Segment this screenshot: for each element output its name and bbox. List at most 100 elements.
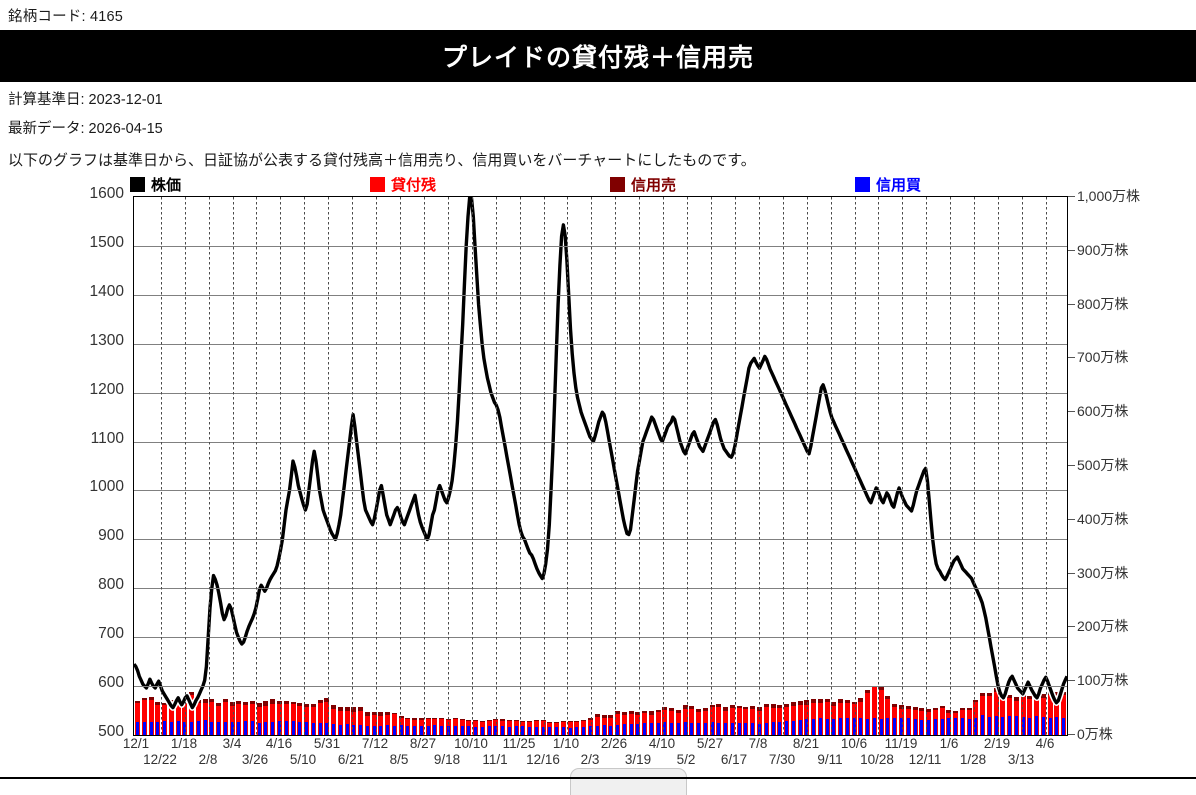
- y-tick-label-right: 600万株: [1077, 401, 1187, 421]
- y-tick-mark-right: [1068, 573, 1075, 574]
- bar-margin-buy: [677, 723, 680, 735]
- bar-margin-buy: [359, 725, 362, 735]
- chart-description: 以下のグラフは基準日から、日証協が公表する貸付残高＋信用売り、信用買いをバーチャ…: [0, 140, 1196, 174]
- bar-margin-sell: [203, 699, 208, 702]
- bar-margin-sell: [777, 705, 782, 708]
- bar-margin-buy: [204, 720, 207, 735]
- bar-margin-buy: [156, 722, 159, 735]
- bar-margin-buy: [1001, 717, 1004, 735]
- vertical-gridline: [185, 197, 186, 735]
- y-tick-mark-right: [1068, 626, 1075, 627]
- bar-margin-buy: [934, 719, 937, 735]
- x-tick-label: 5/10: [290, 752, 316, 767]
- bar-margin-buy: [927, 720, 930, 735]
- bar-margin-buy: [406, 726, 409, 735]
- horizontal-gridline: [134, 686, 1067, 687]
- bar-margin-buy: [386, 725, 389, 735]
- x-tick-label: 3/4: [223, 736, 242, 751]
- x-tick-label: 3/13: [1008, 752, 1034, 767]
- horizontal-gridline: [134, 588, 1067, 589]
- bar-margin-buy: [914, 719, 917, 735]
- vertical-gridline: [974, 197, 975, 735]
- bar-margin-buy: [704, 723, 707, 735]
- vertical-gridline: [783, 197, 784, 735]
- bar-margin-buy: [488, 726, 491, 735]
- bar-margin-buy: [312, 723, 315, 735]
- bar-margin-buy: [907, 718, 910, 735]
- bar-margin-buy: [744, 723, 747, 735]
- y-tick-label-right: 200万株: [1077, 616, 1187, 636]
- bar-margin-sell: [460, 719, 465, 720]
- bar-margin-buy: [839, 718, 842, 735]
- bar-margin-sell: [629, 711, 634, 714]
- bar-margin-buy: [690, 723, 693, 735]
- bar-margin-buy: [981, 715, 984, 735]
- bar-margin-buy: [968, 719, 971, 735]
- bar-margin-sell: [737, 706, 742, 709]
- bar-margin-buy: [609, 726, 612, 735]
- vertical-gridline: [161, 197, 162, 735]
- bar-margin-buy: [319, 723, 322, 735]
- horizontal-gridline: [134, 442, 1067, 443]
- legend-swatch-icon: [855, 177, 870, 192]
- bar-margin-buy: [332, 724, 335, 735]
- vertical-gridline: [304, 197, 305, 735]
- bar-margin-buy: [1062, 718, 1065, 735]
- bar-margin-sell: [602, 715, 607, 717]
- bar-margin-buy: [697, 723, 700, 735]
- y-tick-label-right: 400万株: [1077, 509, 1187, 529]
- horizontal-gridline: [134, 344, 1067, 345]
- bar-margin-sell: [311, 704, 316, 707]
- bar-margin-buy: [596, 726, 599, 735]
- bar-margin-sell: [466, 720, 471, 721]
- latest-data-label: 最新データ: 2026-04-15: [0, 111, 1196, 140]
- horizontal-gridline: [134, 490, 1067, 491]
- bar-margin-sell: [987, 693, 992, 696]
- bar-margin-sell: [514, 720, 519, 721]
- vertical-gridline: [998, 197, 999, 735]
- vertical-gridline: [663, 197, 664, 735]
- bar-margin-buy: [717, 723, 720, 735]
- bar-margin-sell: [196, 700, 201, 703]
- vertical-gridline: [233, 197, 234, 735]
- bar-margin-buy: [285, 721, 288, 735]
- bar-margin-sell: [980, 693, 985, 696]
- bar-margin-sell: [378, 712, 383, 716]
- vertical-gridline: [807, 197, 808, 735]
- bar-margin-sell: [743, 707, 748, 710]
- x-tick-label: 4/10: [649, 736, 675, 751]
- y-tick-label-left: 1600: [66, 185, 124, 203]
- bar-margin-buy: [1055, 717, 1058, 735]
- bar-margin-sell: [818, 699, 823, 703]
- bar-margin-sell: [365, 712, 370, 716]
- y-tick-mark-right: [1068, 196, 1075, 197]
- bar-margin-buy: [339, 725, 342, 735]
- plot-area: [133, 196, 1068, 736]
- bar-margin-buy: [941, 719, 944, 735]
- legend-label: 信用買: [876, 174, 921, 195]
- bar-margin-buy: [197, 721, 200, 735]
- vertical-gridline: [902, 197, 903, 735]
- bar-margin-buy: [170, 722, 173, 735]
- bar-margin-sell: [825, 699, 830, 702]
- x-tick-label: 7/30: [769, 752, 795, 767]
- bar-margin-sell: [703, 708, 708, 712]
- bar-margin-buy: [548, 727, 551, 735]
- bar-margin-buy: [1008, 716, 1011, 735]
- bar-margin-buy: [224, 722, 227, 735]
- y-tick-label-left: 700: [66, 625, 124, 643]
- bar-margin-sell: [933, 708, 938, 710]
- bar-margin-sell: [345, 707, 350, 711]
- y-tick-mark-right: [1068, 411, 1075, 412]
- bar-margin-sell: [906, 706, 911, 709]
- bar-margin-sell: [135, 701, 140, 703]
- bar-margin-sell: [750, 706, 755, 709]
- bar-margin-buy: [190, 722, 193, 735]
- bar-margin-buy: [893, 718, 896, 735]
- bar-margin-buy: [251, 721, 254, 735]
- bar-margin-sell: [527, 721, 532, 722]
- y-tick-mark-right: [1068, 465, 1075, 466]
- x-tick-label: 2/26: [601, 736, 627, 751]
- bar-margin-sell: [162, 703, 167, 705]
- bar-margin-sell: [940, 706, 945, 708]
